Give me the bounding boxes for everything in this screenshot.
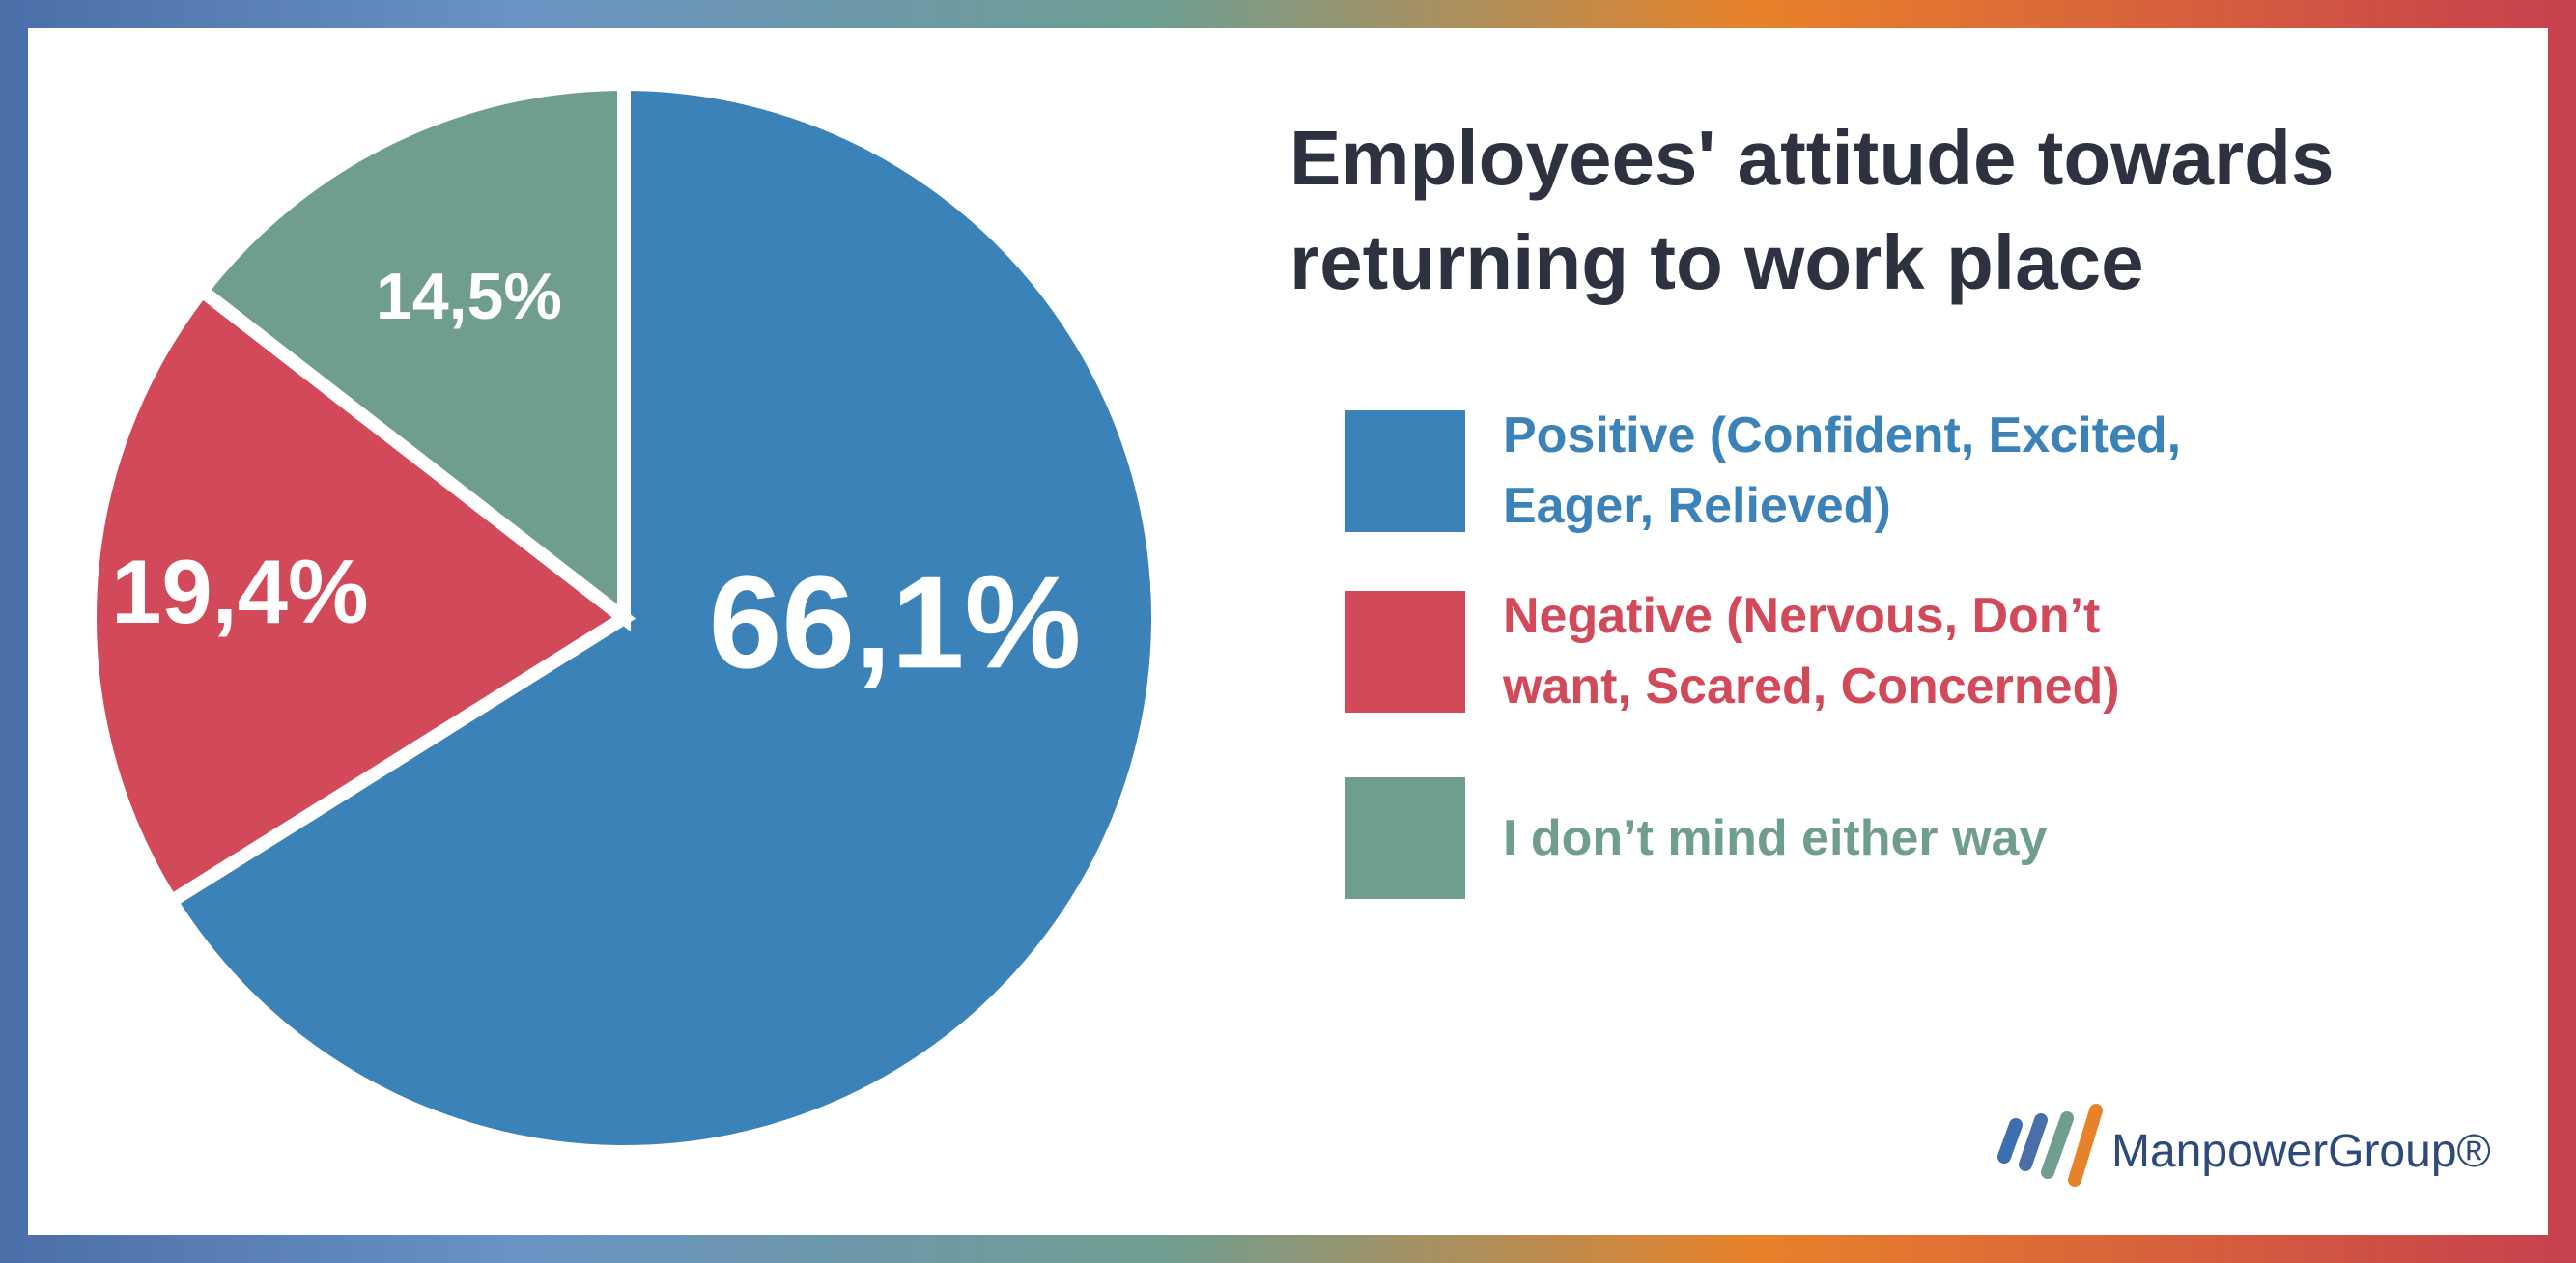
legend-swatch bbox=[1345, 777, 1465, 899]
brand-name: ManpowerGroup® bbox=[2111, 1126, 2491, 1177]
legend-item: I don’t mind either way bbox=[1345, 777, 2456, 899]
slice-label: 14,5% bbox=[376, 260, 562, 333]
legend-item: Positive (Confident, Excited, Eager, Rel… bbox=[1345, 407, 2456, 534]
legend-label: Positive (Confident, Excited, Eager, Rel… bbox=[1503, 407, 2182, 534]
legend-item: Negative (Nervous, Don’t want, Scared, C… bbox=[1345, 588, 2456, 715]
legend-label: Negative (Nervous, Don’t want, Scared, C… bbox=[1503, 588, 2120, 715]
pie-slice bbox=[83, 281, 637, 912]
pie-slice bbox=[192, 76, 631, 632]
pie-slice bbox=[161, 76, 1165, 1159]
legend-swatch bbox=[1345, 410, 1465, 532]
chart-title: Employees' attitude towards returning to… bbox=[1289, 115, 2335, 305]
slice-label: 66,1% bbox=[709, 548, 1082, 695]
legend-label: I don’t mind either way bbox=[1503, 809, 2048, 866]
slice-label: 19,4% bbox=[111, 541, 369, 642]
legend-swatch bbox=[1345, 591, 1465, 713]
